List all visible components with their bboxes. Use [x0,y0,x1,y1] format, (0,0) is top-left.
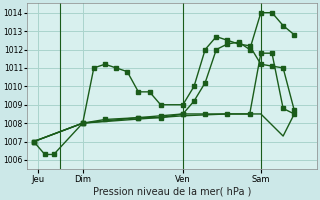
X-axis label: Pression niveau de la mer( hPa ): Pression niveau de la mer( hPa ) [92,187,251,197]
